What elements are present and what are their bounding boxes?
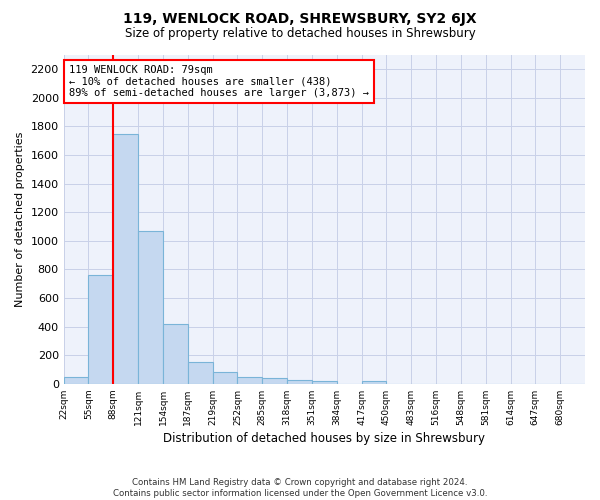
Bar (113, 134, 138, 384)
Bar (312, 381, 337, 384)
Bar (287, 380, 312, 384)
Text: 119, WENLOCK ROAD, SHREWSBURY, SY2 6JX: 119, WENLOCK ROAD, SHREWSBURY, SY2 6JX (123, 12, 477, 26)
Bar (188, 362, 212, 384)
Bar (138, 231, 163, 384)
Bar (212, 372, 238, 384)
Text: 119 WENLOCK ROAD: 79sqm
← 10% of detached houses are smaller (438)
89% of semi-d: 119 WENLOCK ROAD: 79sqm ← 10% of detache… (69, 65, 369, 98)
Text: Contains HM Land Registry data © Crown copyright and database right 2024.
Contai: Contains HM Land Registry data © Crown c… (113, 478, 487, 498)
Bar (163, 324, 188, 384)
Bar (64, 376, 88, 384)
Bar (88, 275, 113, 384)
X-axis label: Distribution of detached houses by size in Shrewsbury: Distribution of detached houses by size … (163, 432, 485, 445)
Y-axis label: Number of detached properties: Number of detached properties (15, 132, 25, 307)
Bar (362, 381, 386, 384)
Text: Size of property relative to detached houses in Shrewsbury: Size of property relative to detached ho… (125, 28, 475, 40)
Bar (238, 376, 262, 384)
Bar (262, 378, 287, 384)
